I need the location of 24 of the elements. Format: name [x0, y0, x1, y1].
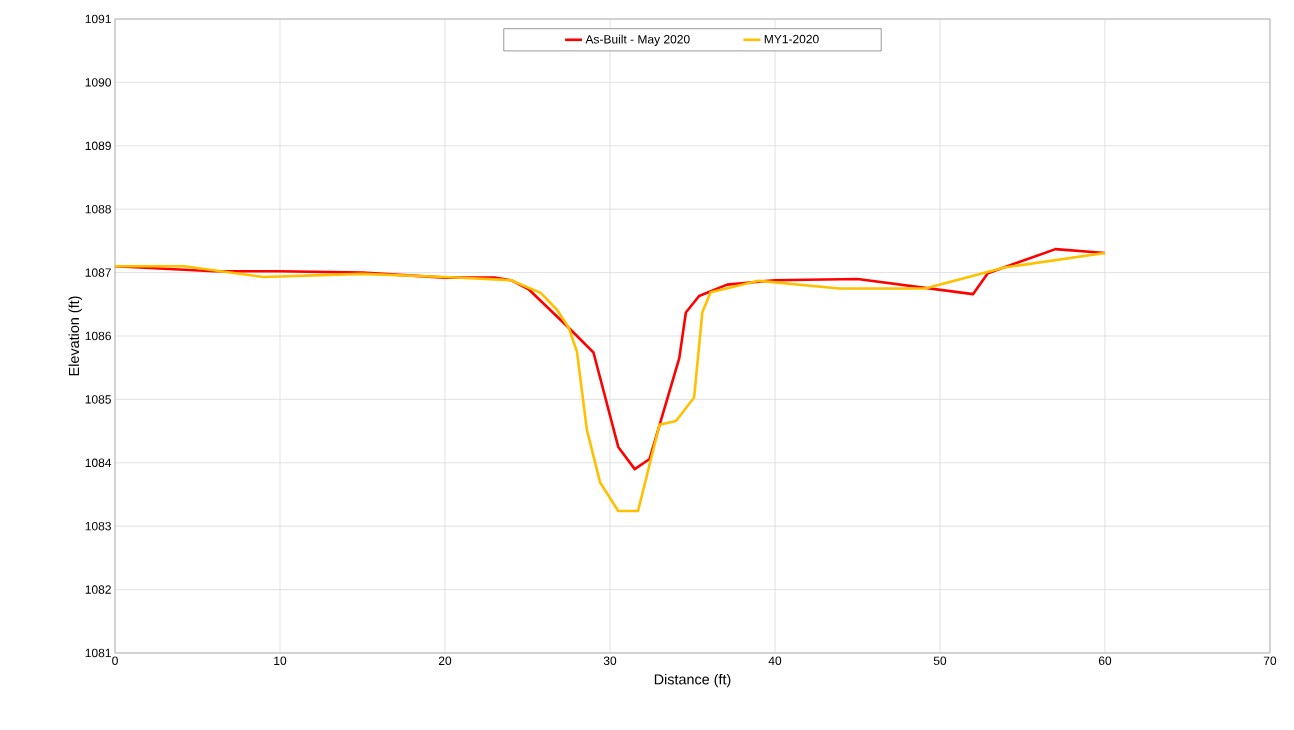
legend-label: MY1-2020: [764, 34, 819, 44]
x-tick-label: 20: [438, 656, 452, 666]
x-tick-label: 10: [274, 656, 287, 666]
x-tick-label: 0: [112, 656, 118, 666]
y-tick-label: 1085: [85, 395, 111, 404]
y-tick-label: 1083: [85, 521, 111, 531]
y-tick-label: 1082: [85, 585, 111, 594]
legend-label: As-Built - May 2020: [585, 34, 690, 46]
y-tick-label: 1087: [85, 268, 111, 277]
x-tick-label: 50: [933, 656, 947, 666]
x-tick-label: 70: [1263, 656, 1277, 666]
y-axis-title: Elevation (ft): [68, 296, 82, 376]
y-tick-label: 1086: [85, 331, 111, 341]
y-tick-label: 1084: [85, 458, 112, 468]
x-tick-label: 40: [768, 656, 782, 666]
x-tick-label: 60: [1098, 656, 1112, 666]
y-tick-label: 1088: [85, 204, 111, 214]
y-tick-label: 1090: [85, 78, 112, 87]
y-tick-label: 1081: [85, 648, 111, 658]
y-tick-label: 1089: [85, 141, 111, 151]
y-tick-label: 1091: [85, 14, 111, 24]
x-tick-label: 30: [603, 656, 617, 666]
line-series: [113, 251, 1107, 513]
x-axis-title: Distance (ft): [654, 673, 731, 688]
